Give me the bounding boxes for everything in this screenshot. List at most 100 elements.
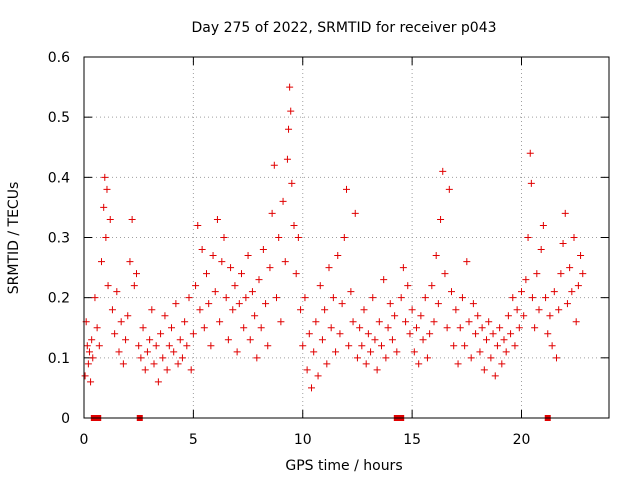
data-point xyxy=(209,252,217,260)
data-point xyxy=(375,318,383,326)
y-axis-title: SRMTID / TECUs xyxy=(6,182,22,295)
data-point xyxy=(211,288,219,296)
data-point xyxy=(321,306,329,314)
data-point xyxy=(181,318,189,326)
data-point xyxy=(133,270,140,278)
data-point xyxy=(572,318,580,326)
data-point xyxy=(194,221,202,229)
data-point xyxy=(165,342,173,350)
data-point xyxy=(178,354,186,362)
data-point xyxy=(294,234,302,241)
data-point xyxy=(469,300,477,308)
data-point xyxy=(336,330,344,338)
data-point xyxy=(550,288,558,296)
data-point xyxy=(391,312,399,320)
data-point xyxy=(426,330,434,338)
data-point xyxy=(220,234,228,241)
data-point xyxy=(386,300,394,308)
data-point xyxy=(518,288,525,296)
data-point xyxy=(487,354,495,362)
data-point xyxy=(428,282,436,290)
data-point xyxy=(170,348,178,356)
data-point xyxy=(397,294,405,302)
data-point xyxy=(104,282,112,290)
data-point xyxy=(476,348,484,356)
data-point xyxy=(287,107,295,115)
data-point xyxy=(539,221,547,229)
data-point xyxy=(419,336,427,344)
data-point xyxy=(437,215,445,223)
y-tick-label: 0.5 xyxy=(48,110,70,126)
data-point xyxy=(408,306,416,314)
data-point xyxy=(566,264,574,272)
data-point xyxy=(557,270,565,278)
x-tick-label: 5 xyxy=(189,432,198,448)
data-point xyxy=(102,234,110,241)
data-point xyxy=(262,300,270,308)
data-point xyxy=(491,372,499,380)
data-point xyxy=(187,366,195,374)
x-tick-label: 10 xyxy=(294,432,312,448)
y-tick-label: 0.1 xyxy=(48,351,70,367)
data-point xyxy=(303,366,311,374)
data-point xyxy=(275,234,283,241)
data-point xyxy=(84,360,92,368)
data-point xyxy=(535,306,543,314)
data-point xyxy=(351,209,359,217)
data-point xyxy=(450,342,458,350)
data-point xyxy=(393,348,401,356)
data-point xyxy=(224,336,232,344)
data-point xyxy=(128,215,136,223)
data-point xyxy=(308,384,315,392)
data-point xyxy=(159,354,167,362)
data-point xyxy=(119,360,127,368)
data-point xyxy=(108,306,116,314)
data-point xyxy=(205,300,213,308)
data-point xyxy=(318,336,326,344)
data-point xyxy=(327,324,335,332)
data-point xyxy=(443,324,451,332)
data-point xyxy=(559,240,567,248)
data-point xyxy=(189,330,197,338)
data-point xyxy=(174,360,182,368)
data-point xyxy=(509,294,517,302)
data-point xyxy=(528,294,536,302)
data-point xyxy=(568,288,576,296)
data-point xyxy=(248,288,256,296)
data-point xyxy=(526,149,534,157)
points-layer xyxy=(81,83,587,421)
data-point xyxy=(117,318,125,326)
data-point xyxy=(373,366,381,374)
data-point xyxy=(222,294,230,302)
data-point xyxy=(358,342,366,350)
data-point xyxy=(452,306,460,314)
data-point xyxy=(527,179,535,187)
data-point xyxy=(192,282,200,290)
data-point xyxy=(415,360,423,368)
data-point xyxy=(277,318,285,326)
data-point xyxy=(353,354,361,362)
data-point xyxy=(563,300,571,308)
data-point xyxy=(148,306,156,314)
data-point xyxy=(432,252,440,260)
data-point xyxy=(496,324,504,332)
x-tick-label: 0 xyxy=(80,432,89,448)
data-point xyxy=(285,125,293,133)
x-axis-title: GPS time / hours xyxy=(285,458,402,474)
data-point xyxy=(441,270,449,278)
x-tick-label: 15 xyxy=(403,432,421,448)
data-point xyxy=(489,330,497,338)
data-point xyxy=(465,318,473,326)
data-point xyxy=(297,306,305,314)
data-point xyxy=(139,324,147,332)
data-point xyxy=(161,312,169,320)
data-point xyxy=(185,294,193,302)
data-point xyxy=(87,378,95,386)
data-point xyxy=(454,360,462,368)
data-point xyxy=(364,330,372,338)
data-point xyxy=(98,258,105,266)
data-point xyxy=(305,330,313,338)
data-point xyxy=(316,282,324,290)
data-point xyxy=(561,209,569,217)
